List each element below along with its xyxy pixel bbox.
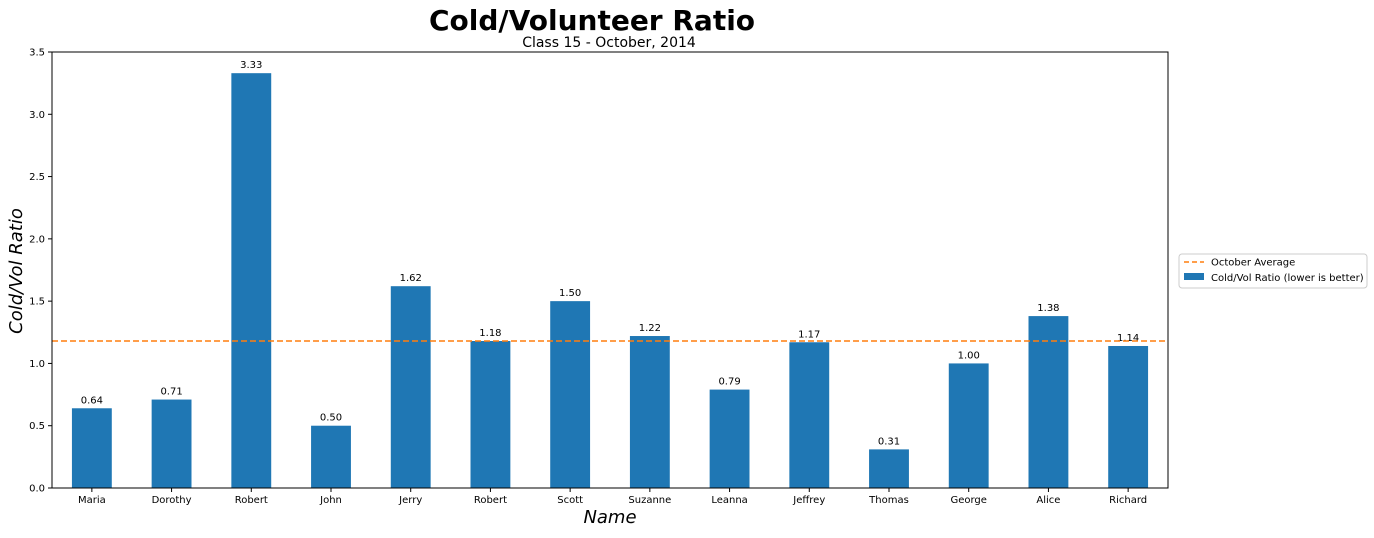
bar-value-label: 1.38 [1037, 303, 1059, 314]
y-tick-label: 0.5 [29, 421, 45, 432]
y-tick-label: 1.5 [29, 297, 45, 308]
y-axis-label: Cold/Vol Ratio [6, 208, 27, 334]
x-tick-label: Richard [1109, 495, 1147, 506]
bar-value-label: 1.17 [798, 329, 820, 340]
plot-area: 0.0 0.5 1.0 1.5 2.0 2.5 3.0 3.5 0.64 Maria 0.71 Dor… [29, 48, 1169, 506]
x-tick-label: Alice [1036, 495, 1060, 506]
legend-swatch-ratio [1184, 273, 1204, 280]
bar-value-label: 1.50 [559, 288, 581, 299]
bar [869, 449, 909, 488]
y-tick-label: 2.5 [29, 172, 45, 183]
bar-value-label: 0.79 [718, 377, 740, 388]
y-tick-label: 1.0 [29, 359, 45, 370]
x-tick-label: Suzanne [628, 495, 671, 506]
bar [789, 342, 830, 488]
bar-value-label: 0.71 [160, 387, 182, 398]
x-tick-label: John [319, 495, 342, 506]
bar-value-label: 0.31 [878, 436, 900, 447]
x-tick-label: Jeffrey [792, 495, 825, 506]
x-tick-label: Thomas [868, 495, 909, 506]
legend: October Average Cold/Vol Ratio (lower is … [1178, 253, 1368, 289]
legend-box [1178, 253, 1368, 289]
y-tick-label: 2.0 [29, 234, 45, 245]
bar [470, 341, 511, 488]
x-tick-label: Robert [235, 495, 268, 506]
x-tick-label: Robert [474, 495, 507, 506]
bar-value-label: 1.22 [639, 323, 661, 334]
bar [71, 408, 112, 488]
y-tick-label: 0.0 [29, 484, 45, 495]
chart-title: Cold/Volunteer Ratio [429, 4, 755, 37]
x-tick-label: Dorothy [152, 495, 192, 506]
bar-value-label: 0.64 [81, 395, 103, 406]
chart-subtitle: Class 15 - October, 2014 [522, 35, 696, 51]
bar-value-label: 3.33 [240, 60, 262, 71]
y-tick-label: 3.0 [29, 110, 45, 121]
y-tick-label: 3.5 [29, 48, 45, 59]
legend-label-ratio: Cold/Vol Ratio (lower is better) [1211, 273, 1364, 284]
legend-label-average: October Average [1211, 258, 1295, 269]
bar [1028, 316, 1069, 488]
bar [948, 363, 989, 488]
bar-value-label: 1.62 [400, 273, 422, 284]
bar [151, 399, 192, 488]
x-tick-label: Jerry [398, 495, 422, 506]
bar [231, 73, 272, 489]
x-tick-label: George [950, 495, 986, 506]
bar-value-label: 1.14 [1117, 333, 1139, 344]
bar [390, 286, 431, 488]
x-tick-label: Leanna [711, 495, 747, 506]
bar [709, 389, 750, 488]
x-tick-label: Scott [557, 495, 583, 506]
bar-value-label: 0.50 [320, 413, 342, 424]
x-axis-label: Name [583, 507, 636, 528]
bar [629, 336, 670, 488]
x-tick-label: Maria [78, 495, 106, 506]
axes-frame [51, 51, 1169, 489]
bar [550, 301, 591, 488]
bar-value-label: 1.18 [479, 328, 501, 339]
bar [311, 425, 351, 488]
bar-value-label: 1.00 [958, 350, 980, 361]
bar [1108, 345, 1149, 488]
